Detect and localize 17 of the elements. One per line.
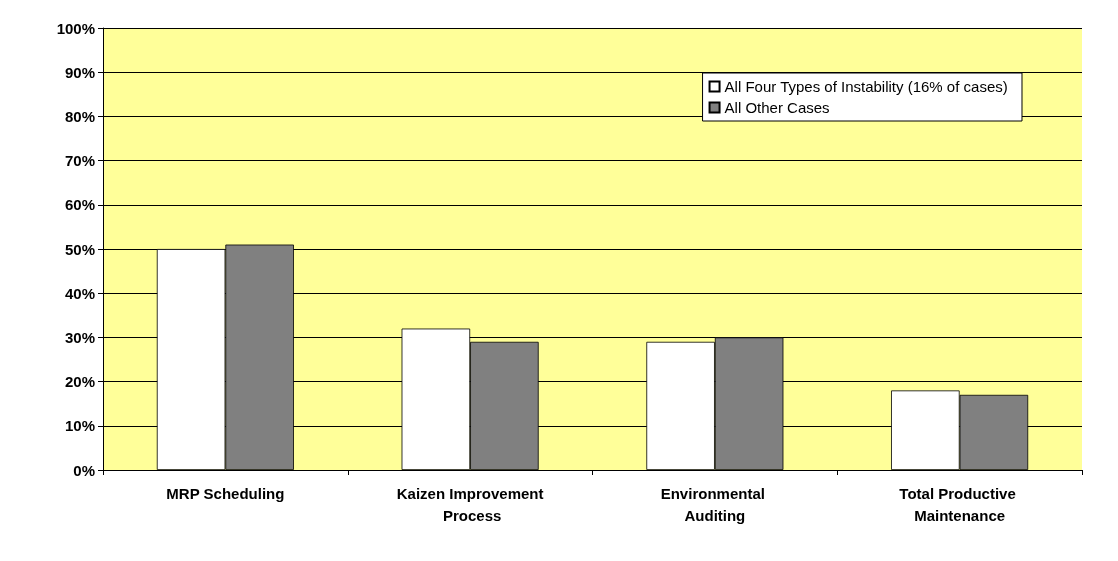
legend-label: All Four Types of Instability (16% of cases) [724,78,1008,95]
x-tick-label: MRP Scheduling [166,484,285,502]
y-tick-label: 20% [64,373,95,391]
x-tick-label: Environmental Auditing [660,484,770,524]
y-tick-label: 80% [64,107,95,125]
legend-label: All Other Cases [724,99,830,116]
y-tick-label: 70% [64,152,95,170]
y-tick-label: 30% [64,328,95,346]
y-tick-label: 50% [64,240,95,258]
y-tick-label: 0% [73,461,95,479]
x-tick-label: Total Productive Maintenance [899,484,1020,524]
y-tick-label: 100% [56,19,95,37]
y-tick-label: 90% [64,63,95,81]
x-tick-label: Kaizen Improvement Process [396,484,544,524]
y-tick-label: 60% [64,196,95,214]
y-tick-label: 40% [64,284,95,302]
y-tick-label: 10% [64,417,95,435]
